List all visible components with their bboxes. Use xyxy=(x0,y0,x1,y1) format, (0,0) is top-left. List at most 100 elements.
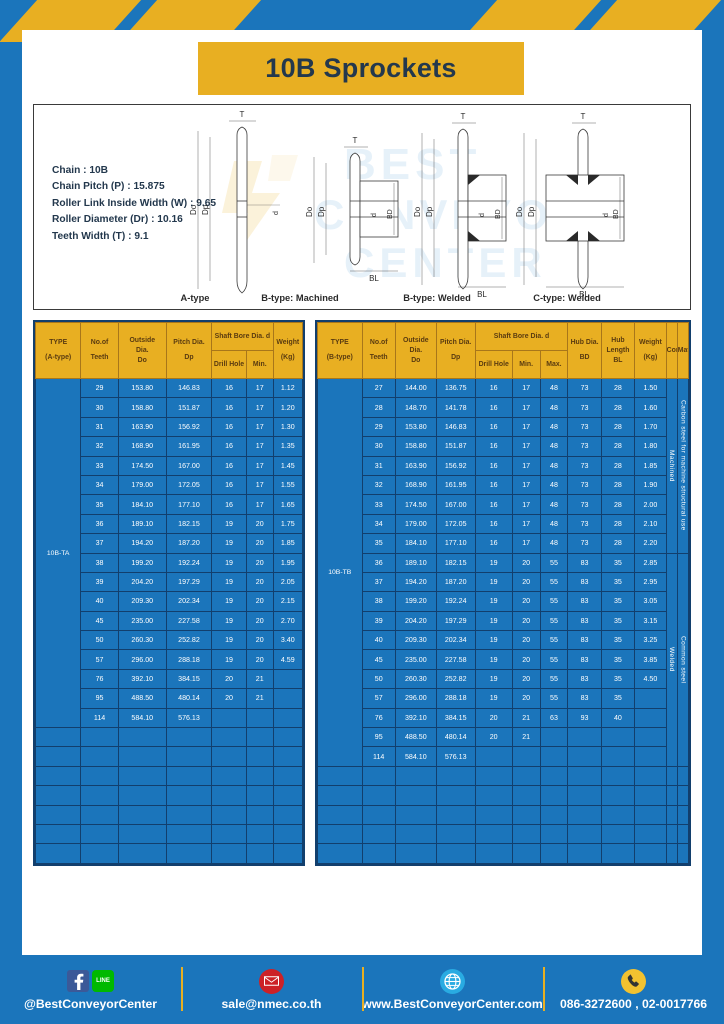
table-cell: 184.10 xyxy=(394,533,437,554)
table-cell: 21 xyxy=(511,727,541,748)
footer-bar: LINE @BestConveyorCenter sale@nmec.co.th xyxy=(0,955,724,1024)
table-cell-blank xyxy=(211,823,247,845)
table-cell-blank xyxy=(676,823,690,845)
table-cell-blank xyxy=(165,785,213,806)
table-cell: 17 xyxy=(245,455,274,476)
table-cell-blank xyxy=(435,843,476,864)
globe-icon[interactable] xyxy=(440,968,465,994)
table-cell: 19 xyxy=(474,610,513,632)
footer-email[interactable]: sale@nmec.co.th xyxy=(181,955,362,1024)
table-row: 95 488.50 480.14 20 21 xyxy=(36,688,304,709)
table-cell: 194.20 xyxy=(394,571,437,593)
table-cell: 20 xyxy=(474,707,513,729)
table-cell: 73 xyxy=(567,513,602,535)
table-cell: 57 xyxy=(80,649,119,670)
mail-icon[interactable] xyxy=(259,968,284,994)
table-cell: 16 xyxy=(474,494,513,515)
table-row: 35 184.10 177.10 16 17 48 73 28 2.20 xyxy=(318,533,689,554)
table-cell-blank xyxy=(665,804,678,825)
table-row-blank xyxy=(34,785,304,806)
table-row: 50 260.30 252.82 19 20 55 83 35 4.50 xyxy=(318,668,689,690)
table-cell: 197.29 xyxy=(435,610,476,632)
table-cell-blank xyxy=(665,843,678,864)
table-cell-blank xyxy=(117,843,167,864)
table-cell-blank xyxy=(34,804,82,825)
table-cell-blank xyxy=(117,765,167,787)
table-cell: 197.29 xyxy=(165,571,213,593)
table-cell: 28 xyxy=(600,455,636,476)
table-cell xyxy=(272,668,304,690)
svg-text:BL: BL xyxy=(477,290,487,299)
table-cell: 48 xyxy=(539,474,569,496)
table-cell-blank xyxy=(361,785,396,806)
table-row-blank xyxy=(34,804,304,825)
table-cell-blank xyxy=(539,804,569,825)
table-row-blank xyxy=(317,823,690,845)
table-row-blank xyxy=(34,823,304,845)
table-cell-blank xyxy=(34,765,82,787)
table-cell: 199.20 xyxy=(117,552,167,573)
table-cell: 16 xyxy=(474,416,513,438)
col-header-type: TYPE (A-type) xyxy=(34,322,82,379)
table-cell: 296.00 xyxy=(394,688,437,709)
material-cell: Carbon steel for machine structural use xyxy=(676,378,690,554)
table-cell: 172.05 xyxy=(165,474,213,496)
table-row: 33 174.50 167.00 16 17 48 73 28 2.00 xyxy=(318,494,689,515)
table-row-blank xyxy=(34,765,304,787)
table-cell: 209.30 xyxy=(117,591,167,612)
table-cell: 28 xyxy=(600,533,636,554)
table-cell: 83 xyxy=(567,571,602,593)
table-cell: 28 xyxy=(361,397,396,418)
line-icon[interactable]: LINE xyxy=(92,970,114,992)
table-cell: 35 xyxy=(600,688,636,709)
footer-website[interactable]: www.BestConveyorCenter.com xyxy=(362,955,543,1024)
footer-phone[interactable]: 086-3272600 , 02-0017766 xyxy=(543,955,724,1024)
table-cell: 4.50 xyxy=(634,668,667,690)
table-row: 40 209.30 202.34 19 20 55 83 35 3.25 xyxy=(318,630,689,651)
table-cell: 182.15 xyxy=(165,513,213,535)
footer-facebook[interactable]: LINE @BestConveyorCenter xyxy=(0,955,181,1024)
table-cell-blank xyxy=(245,823,274,845)
table-cell: 83 xyxy=(567,668,602,690)
table-cell-blank xyxy=(474,785,513,806)
table-row: 40 209.30 202.34 19 20 2.15 xyxy=(36,591,304,612)
table-cell: 146.83 xyxy=(165,377,213,399)
phone-icon[interactable] xyxy=(621,968,646,994)
table-cell: 17 xyxy=(511,494,541,515)
table-cell: 29 xyxy=(80,377,119,399)
table-cell-blank xyxy=(317,785,363,806)
table-cell: 19 xyxy=(211,630,247,651)
svg-text:BL: BL xyxy=(579,290,589,299)
table-cell: 192.24 xyxy=(165,552,213,573)
table-cell: 16 xyxy=(474,436,513,457)
table-cell: 296.00 xyxy=(117,649,167,670)
phone-number: 086-3272600 , 02-0017766 xyxy=(559,996,708,1011)
table-cell: 37 xyxy=(361,571,396,593)
table-cell-blank xyxy=(34,785,82,806)
spec-line: Roller Diameter (Dr) : 10.16 xyxy=(52,214,183,226)
table-cell-blank xyxy=(539,823,569,845)
table-cell-blank xyxy=(317,843,363,864)
table-cell: 17 xyxy=(511,377,541,399)
construction-cell: Welded xyxy=(665,552,678,767)
table-row-blank xyxy=(317,785,690,806)
website-url: www.BestConveyorCenter.com xyxy=(362,996,543,1011)
table-row: 45 235.00 227.58 19 20 55 83 35 3.85 xyxy=(318,649,689,670)
svg-text:d: d xyxy=(273,211,280,215)
table-cell xyxy=(634,727,667,748)
table-cell-blank xyxy=(539,843,569,864)
table-cell: 35 xyxy=(600,552,636,573)
table-cell: 184.10 xyxy=(117,494,167,515)
table-cell: 4.59 xyxy=(272,649,304,670)
table-cell: 151.87 xyxy=(165,397,213,418)
facebook-icon[interactable] xyxy=(67,970,89,992)
table-cell: 17 xyxy=(511,397,541,418)
table-cell-blank xyxy=(117,823,167,845)
table-cell xyxy=(634,688,667,709)
table-cell-blank xyxy=(361,804,396,825)
table-cell-blank xyxy=(394,843,437,864)
table-cell: 480.14 xyxy=(435,727,476,748)
table-row: 114 584.10 576.13 xyxy=(36,707,304,729)
table-cell: 172.05 xyxy=(435,513,476,535)
table-cell: 19 xyxy=(474,552,513,573)
